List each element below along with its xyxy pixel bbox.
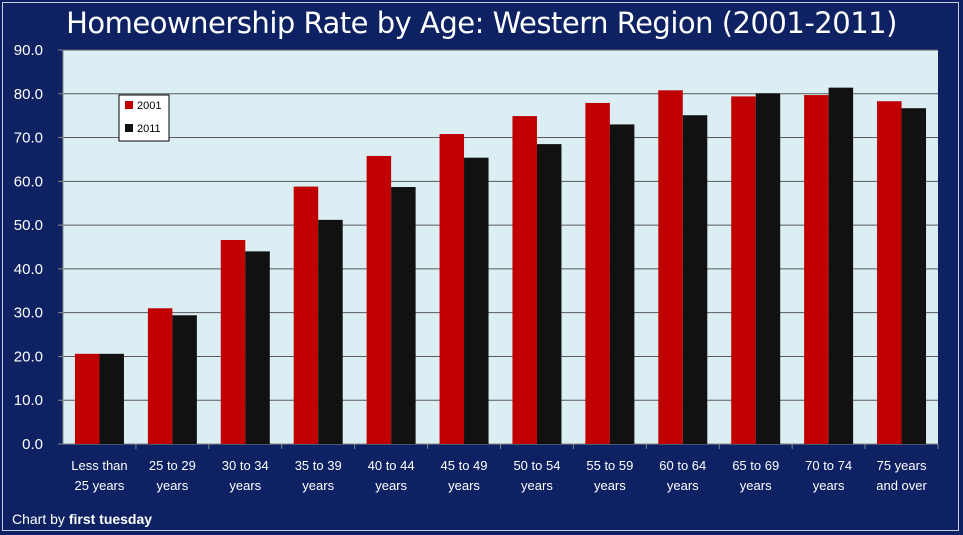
y-tick-label: 20.0 bbox=[14, 348, 43, 365]
bar-2001 bbox=[804, 95, 829, 444]
bar-2001 bbox=[877, 101, 902, 444]
x-tick-label: 65 to 69 years bbox=[732, 458, 779, 493]
x-tick-label: 35 to 39 years bbox=[295, 458, 342, 493]
bar-2011 bbox=[609, 124, 635, 444]
legend-label-2001: 2001 bbox=[137, 100, 161, 112]
y-tick-label: 10.0 bbox=[14, 392, 43, 409]
x-tick-label: 50 to 54 years bbox=[513, 458, 560, 493]
bar-2001 bbox=[658, 90, 683, 444]
x-tick-label: 30 to 34 years bbox=[222, 458, 269, 493]
bar-2011 bbox=[245, 251, 270, 444]
bar-2011 bbox=[682, 115, 708, 445]
bar-2001 bbox=[147, 308, 173, 444]
bar-2001 bbox=[731, 96, 756, 444]
x-tick-label: 40 to 44 years bbox=[368, 458, 415, 493]
bar-2011 bbox=[464, 157, 489, 444]
bar-2011 bbox=[172, 315, 197, 444]
y-tick-label: 80.0 bbox=[14, 86, 43, 103]
bar-2011 bbox=[536, 144, 562, 444]
bar-2001 bbox=[585, 102, 610, 445]
bar-2011 bbox=[901, 108, 927, 445]
legend-swatch-2001 bbox=[125, 101, 133, 109]
x-tick-label: 25 to 29 years bbox=[149, 458, 196, 493]
x-tick-label: Less than 25 years bbox=[71, 458, 127, 493]
x-tick-label: 55 to 59 years bbox=[586, 458, 633, 493]
bar-2011 bbox=[828, 87, 854, 444]
legend-swatch-2011 bbox=[125, 124, 133, 132]
chart-title: Homeownership Rate by Age: Western Regio… bbox=[66, 6, 897, 40]
credit-brand: first tuesday bbox=[68, 511, 153, 527]
legend-label-2011: 2011 bbox=[137, 123, 161, 135]
bar-2001 bbox=[293, 186, 319, 444]
y-tick-label: 40.0 bbox=[14, 261, 43, 278]
bar-2001 bbox=[439, 134, 465, 444]
x-tick-label: 60 to 64 years bbox=[659, 458, 706, 493]
y-tick-label: 0.0 bbox=[22, 436, 43, 453]
y-tick-label: 70.0 bbox=[14, 130, 43, 147]
bar-2001 bbox=[366, 155, 392, 445]
y-tick-label: 50.0 bbox=[14, 217, 43, 234]
y-tick-label: 30.0 bbox=[14, 305, 43, 322]
credit-prefix: Chart by bbox=[12, 511, 69, 527]
bar-2011 bbox=[99, 353, 124, 444]
x-tick-label: 45 to 49 years bbox=[441, 458, 488, 493]
x-tick-label: 75 years and over bbox=[876, 458, 927, 493]
bar-2001 bbox=[512, 116, 537, 445]
y-tick-label: 90.0 bbox=[14, 42, 43, 59]
bar-2011 bbox=[318, 219, 343, 444]
bar-2011 bbox=[755, 93, 781, 444]
bar-2001 bbox=[74, 353, 100, 444]
chart-credit: Chart by first tuesday bbox=[12, 511, 152, 527]
bar-2011 bbox=[391, 187, 416, 444]
x-tick-label: 70 to 74 years bbox=[805, 458, 852, 493]
plot-area bbox=[63, 50, 938, 444]
y-tick-label: 60.0 bbox=[14, 173, 43, 190]
bar-2001 bbox=[220, 239, 246, 444]
